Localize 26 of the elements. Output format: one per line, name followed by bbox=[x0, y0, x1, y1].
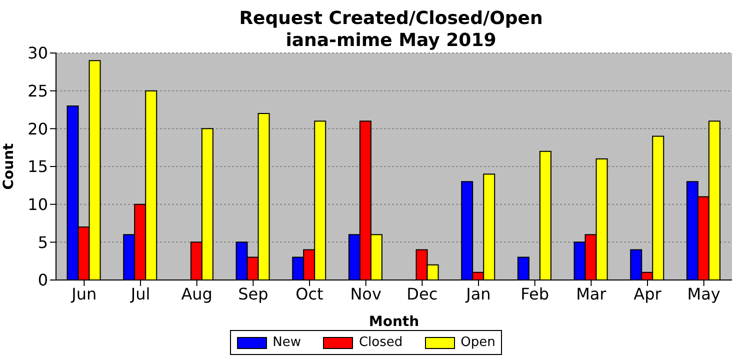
x-tick-label: May bbox=[687, 284, 720, 304]
legend-label: New bbox=[272, 335, 301, 350]
x-tick-label: Jul bbox=[130, 284, 150, 304]
x-tick-label: Oct bbox=[296, 284, 324, 304]
x-tick-label: Apr bbox=[634, 284, 662, 304]
legend-label: Open bbox=[460, 335, 496, 350]
x-tick-label: Aug bbox=[181, 284, 212, 304]
y-tick-label: 25 bbox=[28, 82, 48, 101]
legend-label: Closed bbox=[358, 335, 403, 350]
x-tick-label: Jan bbox=[465, 284, 491, 304]
y-tick-label: 0 bbox=[38, 270, 48, 290]
y-tick-label: 10 bbox=[28, 195, 48, 214]
x-tick-label: Nov bbox=[350, 284, 382, 304]
x-tick-label: Feb bbox=[520, 284, 549, 304]
y-tick-label: 30 bbox=[28, 44, 48, 63]
chart-subtitle: iana-mime May 2019 bbox=[286, 30, 496, 51]
y-tick-label: 20 bbox=[28, 119, 48, 138]
chart-title: Request Created/Closed/Open bbox=[238, 8, 544, 30]
x-tick-label: Jun bbox=[70, 284, 97, 304]
x-axis-title: Month bbox=[368, 314, 420, 330]
y-tick-label: 5 bbox=[38, 232, 48, 252]
x-tick-label: Mar bbox=[576, 284, 607, 304]
x-tick-label: Dec bbox=[406, 284, 438, 304]
y-tick-label: 15 bbox=[28, 157, 48, 176]
y-axis-title: Count bbox=[0, 142, 17, 190]
x-tick-label: Sep bbox=[238, 284, 268, 304]
